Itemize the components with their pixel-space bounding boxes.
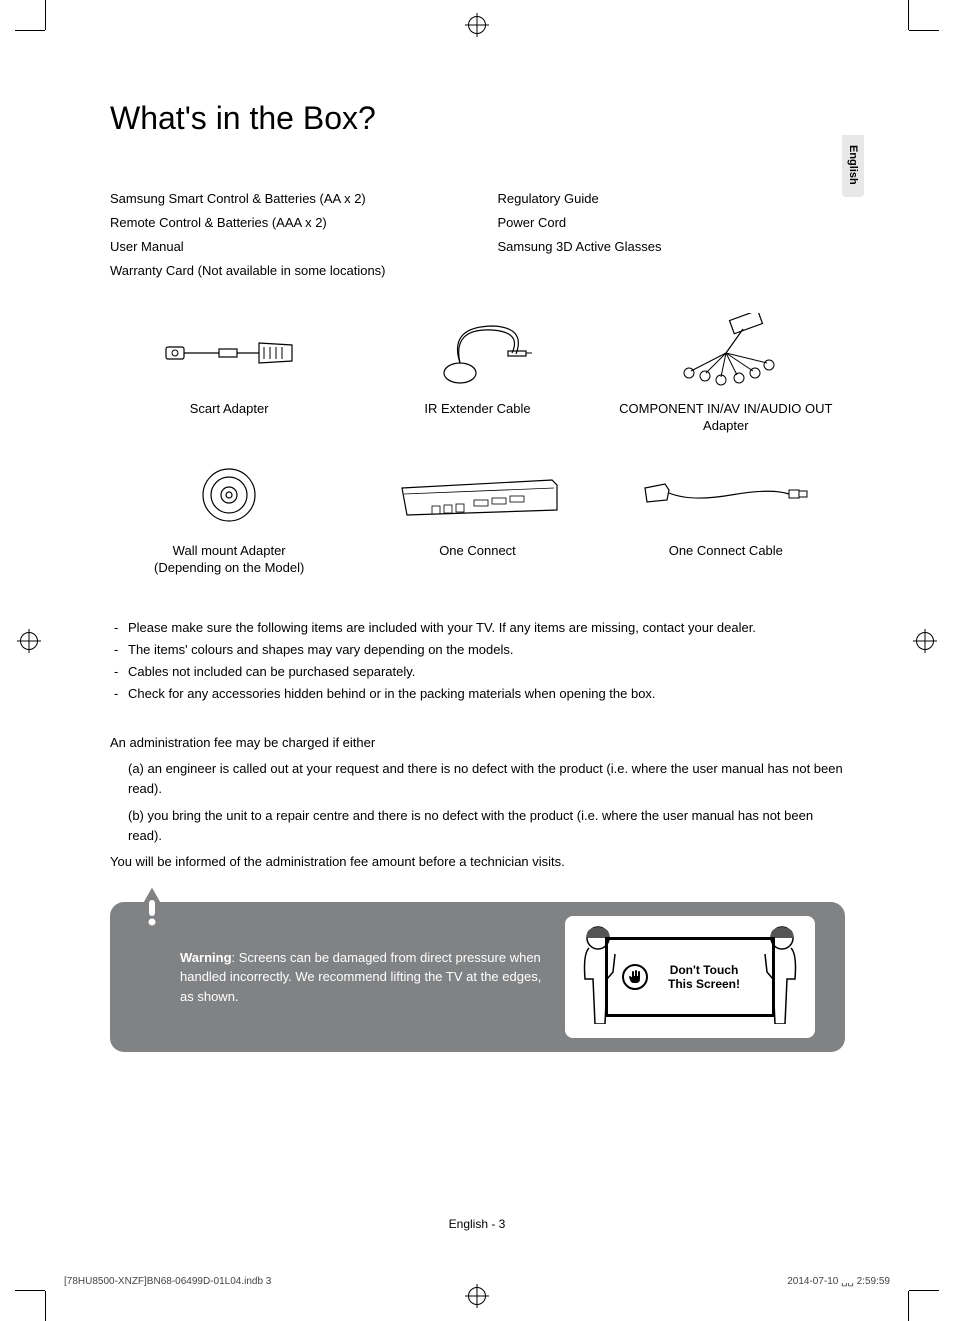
item-label: Scart Adapter	[110, 401, 348, 418]
wall-mount-icon	[110, 455, 348, 535]
item-wall-mount: Wall mount Adapter (Depending on the Mod…	[110, 455, 348, 577]
list-item: Remote Control & Batteries (AAA x 2)	[110, 211, 458, 235]
registration-mark-icon	[468, 16, 486, 34]
included-text-lists: Samsung Smart Control & Batteries (AA x …	[110, 187, 845, 283]
crop-mark	[908, 1291, 909, 1321]
list-item: Power Cord	[498, 211, 846, 235]
warning-body: : Screens can be damaged from direct pre…	[180, 950, 541, 1004]
footer-meta: [78HU8500-XNZF]BN68-06499D-01L04.indb 3 …	[64, 1276, 890, 1287]
crop-mark	[908, 0, 909, 30]
item-ir-extender: IR Extender Cable	[358, 313, 596, 435]
screen-label-1: Don't Touch	[668, 963, 740, 977]
warning-illustration: Don't Touch This Screen!	[565, 916, 815, 1038]
items-grid: Scart Adapter IR Extender Cable	[110, 313, 845, 577]
text-list-right: Regulatory Guide Power Cord Samsung 3D A…	[498, 187, 846, 283]
footer-timestamp: 2014-07-10 ␣␣ 2:59:59	[787, 1276, 890, 1287]
scart-adapter-icon	[110, 313, 348, 393]
screen-label-2: This Screen!	[668, 977, 740, 991]
no-touch-icon	[622, 964, 648, 990]
list-item: Regulatory Guide	[498, 187, 846, 211]
item-component-adapter: COMPONENT IN/AV IN/AUDIO OUT Adapter	[607, 313, 845, 435]
admin-fee-section: An administration fee may be charged if …	[110, 733, 845, 872]
list-item: The items' colours and shapes may vary d…	[110, 639, 845, 661]
notes-list: Please make sure the following items are…	[110, 617, 845, 705]
tv-frame: Don't Touch This Screen!	[605, 937, 775, 1017]
list-item: User Manual	[110, 235, 458, 259]
warning-box: Warning: Screens can be damaged from dir…	[110, 902, 845, 1052]
admin-a: (a) an engineer is called out at your re…	[110, 759, 845, 799]
item-label: Wall mount Adapter (Depending on the Mod…	[110, 543, 348, 577]
admin-intro: An administration fee may be charged if …	[110, 733, 845, 753]
warning-label: Warning	[180, 950, 232, 965]
item-label: One Connect Cable	[607, 543, 845, 560]
warning-icon	[128, 888, 176, 930]
footer-file: [78HU8500-XNZF]BN68-06499D-01L04.indb 3	[64, 1276, 271, 1287]
page-number: English - 3	[0, 1217, 954, 1231]
crop-mark	[15, 30, 45, 31]
crop-mark	[45, 1291, 46, 1321]
one-connect-cable-icon	[607, 455, 845, 535]
page-content: What's in the Box? Samsung Smart Control…	[110, 100, 845, 1052]
item-label: IR Extender Cable	[358, 401, 596, 418]
crop-mark	[15, 1290, 45, 1291]
list-item: Check for any accessories hidden behind …	[110, 683, 845, 705]
item-scart-adapter: Scart Adapter	[110, 313, 348, 435]
registration-mark-icon	[916, 632, 934, 650]
page-title: What's in the Box?	[110, 100, 845, 137]
crop-mark	[909, 30, 939, 31]
item-one-connect-cable: One Connect Cable	[607, 455, 845, 577]
admin-b: (b) you bring the unit to a repair centr…	[110, 806, 845, 846]
list-item: Warranty Card (Not available in some loc…	[110, 259, 458, 283]
text-list-left: Samsung Smart Control & Batteries (AA x …	[110, 187, 458, 283]
list-item: Please make sure the following items are…	[110, 617, 845, 639]
item-label: One Connect	[358, 543, 596, 560]
list-item: Cables not included can be purchased sep…	[110, 661, 845, 683]
registration-mark-icon	[20, 632, 38, 650]
crop-mark	[45, 0, 46, 30]
ir-extender-icon	[358, 313, 596, 393]
item-label: COMPONENT IN/AV IN/AUDIO OUT Adapter	[607, 401, 845, 435]
crop-mark	[909, 1290, 939, 1291]
registration-mark-icon	[468, 1287, 486, 1305]
warning-text: Warning: Screens can be damaged from dir…	[180, 948, 550, 1007]
list-item: Samsung Smart Control & Batteries (AA x …	[110, 187, 458, 211]
language-tab: English	[842, 135, 864, 197]
one-connect-icon	[358, 455, 596, 535]
component-adapter-icon	[607, 313, 845, 393]
list-item: Samsung 3D Active Glasses	[498, 235, 846, 259]
admin-outro: You will be informed of the administrati…	[110, 852, 845, 872]
item-one-connect: One Connect	[358, 455, 596, 577]
